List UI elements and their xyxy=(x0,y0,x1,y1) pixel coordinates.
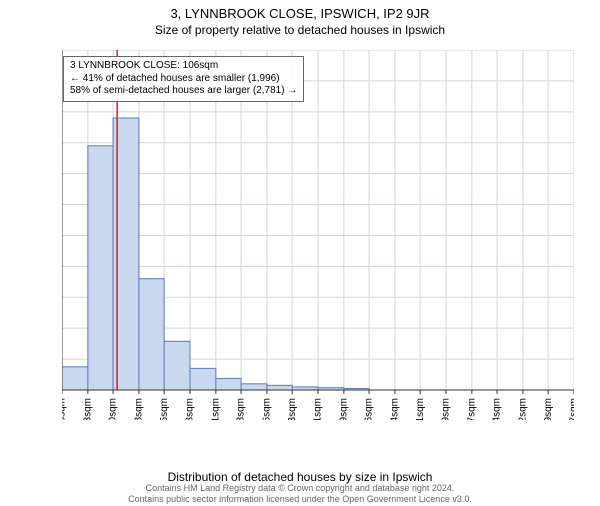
svg-text:326sqm: 326sqm xyxy=(262,398,273,420)
svg-text:589sqm: 589sqm xyxy=(441,398,452,420)
svg-text:100sqm: 100sqm xyxy=(108,398,119,420)
svg-text:213sqm: 213sqm xyxy=(185,398,196,420)
callout-line-2: ← 41% of detached houses are smaller (1,… xyxy=(70,73,297,86)
footer-line-1: Contains HM Land Registry data © Crown c… xyxy=(0,483,600,494)
page-subtitle: Size of property relative to detached ho… xyxy=(0,23,600,37)
svg-text:777sqm: 777sqm xyxy=(569,398,574,420)
svg-text:551sqm: 551sqm xyxy=(415,398,426,420)
svg-text:401sqm: 401sqm xyxy=(313,398,324,420)
svg-text:251sqm: 251sqm xyxy=(211,398,222,420)
svg-text:439sqm: 439sqm xyxy=(339,398,350,420)
chart-area: 0200400600800100012001400160018002000220… xyxy=(62,50,574,420)
page-title: 3, LYNNBROOK CLOSE, IPSWICH, IP2 9JR xyxy=(0,6,600,21)
svg-text:363sqm: 363sqm xyxy=(287,398,298,420)
svg-text:702sqm: 702sqm xyxy=(518,398,529,420)
svg-text:476sqm: 476sqm xyxy=(364,398,375,420)
svg-text:288sqm: 288sqm xyxy=(236,398,247,420)
callout-line-3: 58% of semi-detached houses are larger (… xyxy=(70,85,297,98)
svg-text:514sqm: 514sqm xyxy=(390,398,401,420)
histogram-plot: 0200400600800100012001400160018002000220… xyxy=(62,50,574,420)
footer: Contains HM Land Registry data © Crown c… xyxy=(0,483,600,505)
svg-text:627sqm: 627sqm xyxy=(467,398,478,420)
callout-line-1: 3 LYNNBROOK CLOSE: 106sqm xyxy=(70,60,297,73)
svg-text:138sqm: 138sqm xyxy=(134,398,145,420)
svg-text:739sqm: 739sqm xyxy=(543,398,554,420)
svg-text:664sqm: 664sqm xyxy=(492,398,503,420)
svg-text:63sqm: 63sqm xyxy=(83,398,94,420)
svg-text:175sqm: 175sqm xyxy=(159,398,170,420)
x-axis-label: Distribution of detached houses by size … xyxy=(0,470,600,484)
svg-text:25sqm: 25sqm xyxy=(62,398,68,420)
callout-box: 3 LYNNBROOK CLOSE: 106sqm ← 41% of detac… xyxy=(63,56,304,102)
